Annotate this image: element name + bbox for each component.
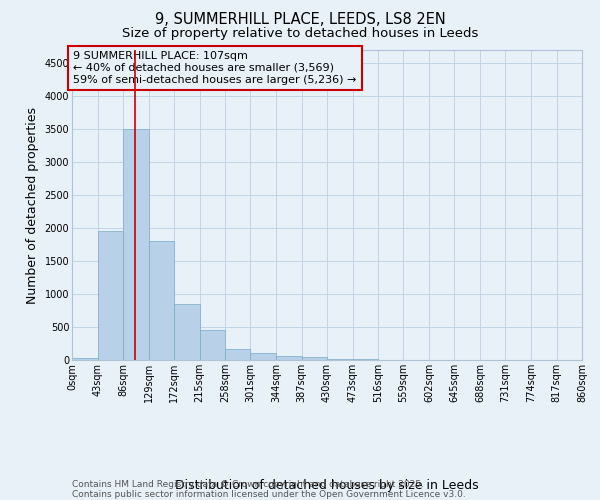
Bar [225, 350, 251, 360]
Bar [199, 330, 225, 360]
Bar [251, 354, 276, 360]
Y-axis label: Number of detached properties: Number of detached properties [26, 106, 39, 304]
Text: Contains HM Land Registry data © Crown copyright and database right 2025.
Contai: Contains HM Land Registry data © Crown c… [72, 480, 466, 500]
Bar [72, 358, 97, 360]
Bar [97, 232, 123, 360]
Text: Size of property relative to detached houses in Leeds: Size of property relative to detached ho… [122, 28, 478, 40]
Text: 9 SUMMERHILL PLACE: 107sqm
← 40% of detached houses are smaller (3,569)
59% of s: 9 SUMMERHILL PLACE: 107sqm ← 40% of deta… [73, 52, 356, 84]
Bar [123, 129, 149, 360]
Text: 9, SUMMERHILL PLACE, LEEDS, LS8 2EN: 9, SUMMERHILL PLACE, LEEDS, LS8 2EN [155, 12, 445, 28]
Bar [174, 304, 199, 360]
Bar [327, 358, 353, 360]
Bar [302, 358, 327, 360]
Bar [149, 242, 174, 360]
X-axis label: Distribution of detached houses by size in Leeds: Distribution of detached houses by size … [175, 478, 479, 492]
Bar [276, 356, 302, 360]
